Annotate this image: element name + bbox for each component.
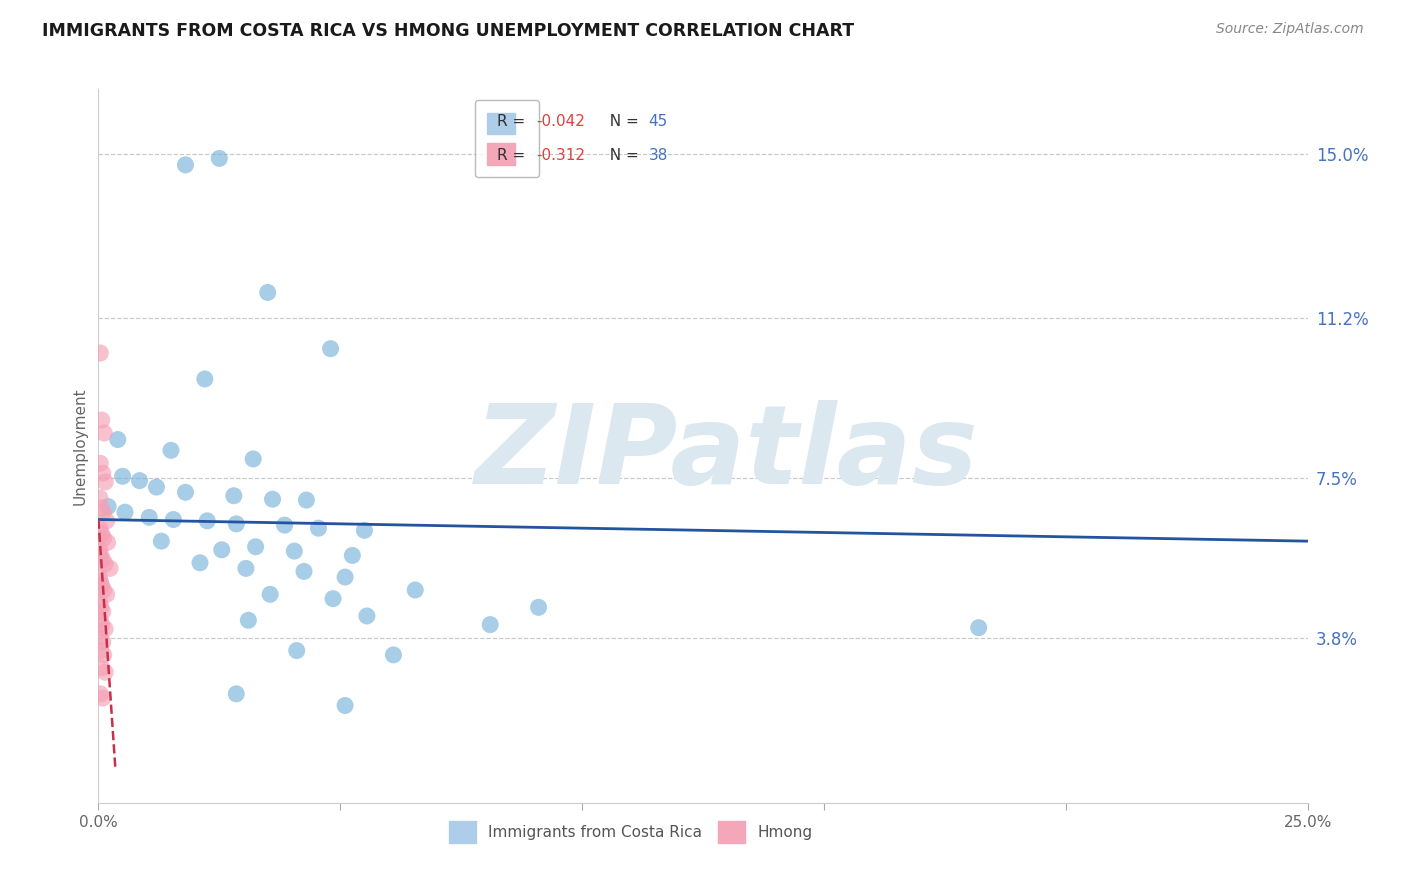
Point xyxy=(162,512,184,526)
Point xyxy=(98,561,121,575)
Point xyxy=(93,425,115,440)
Point xyxy=(211,542,233,557)
Point xyxy=(967,621,990,635)
Text: N =: N = xyxy=(600,148,644,162)
Point xyxy=(89,542,111,557)
Point xyxy=(89,631,111,645)
Point xyxy=(93,582,115,597)
Point xyxy=(89,687,111,701)
Point xyxy=(91,467,114,481)
Text: 38: 38 xyxy=(648,148,668,162)
Point xyxy=(145,480,167,494)
Point xyxy=(382,648,405,662)
Point xyxy=(89,613,111,627)
Point xyxy=(111,469,134,483)
Point xyxy=(285,643,308,657)
Point xyxy=(194,372,217,386)
Point xyxy=(245,540,267,554)
Point xyxy=(91,691,114,706)
Point xyxy=(90,579,112,593)
Point xyxy=(96,514,118,528)
Point xyxy=(225,687,247,701)
Point xyxy=(225,516,247,531)
Point xyxy=(222,489,245,503)
Point xyxy=(89,521,111,535)
Point xyxy=(128,474,150,488)
Point xyxy=(208,152,231,166)
Text: -0.042: -0.042 xyxy=(536,114,585,129)
Point xyxy=(292,565,315,579)
Point xyxy=(283,544,305,558)
Point xyxy=(333,570,356,584)
Point xyxy=(242,452,264,467)
Point xyxy=(342,549,364,563)
Point xyxy=(174,485,197,500)
Point xyxy=(94,557,117,571)
Point xyxy=(238,613,260,627)
Point xyxy=(138,510,160,524)
Point xyxy=(404,582,426,597)
Point xyxy=(89,574,111,589)
Point xyxy=(93,531,115,545)
Point xyxy=(107,433,129,447)
Text: 45: 45 xyxy=(648,114,668,129)
Point xyxy=(93,648,115,662)
Point xyxy=(91,605,114,619)
Point xyxy=(90,549,112,563)
Point xyxy=(262,492,284,507)
Point xyxy=(188,556,211,570)
Y-axis label: Unemployment: Unemployment xyxy=(72,387,87,505)
Text: IMMIGRANTS FROM COSTA RICA VS HMONG UNEMPLOYMENT CORRELATION CHART: IMMIGRANTS FROM COSTA RICA VS HMONG UNEM… xyxy=(42,22,855,40)
Point xyxy=(150,534,173,549)
Point xyxy=(295,493,318,508)
Point xyxy=(273,518,295,533)
Point xyxy=(356,609,378,624)
Text: R =: R = xyxy=(498,148,530,162)
Point xyxy=(90,661,112,675)
Text: N =: N = xyxy=(600,114,644,129)
Point xyxy=(479,617,502,632)
Point xyxy=(114,505,136,519)
Point xyxy=(90,413,112,427)
Point xyxy=(91,505,114,519)
Text: R =: R = xyxy=(498,114,530,129)
Point xyxy=(97,500,120,514)
Point xyxy=(195,514,218,528)
Point xyxy=(89,596,111,610)
Point xyxy=(353,524,375,538)
Point xyxy=(90,526,112,541)
Point xyxy=(160,443,183,458)
Point xyxy=(259,587,281,601)
Point xyxy=(91,553,114,567)
Point xyxy=(308,521,330,535)
Point xyxy=(89,456,111,470)
Point xyxy=(90,643,112,657)
Point xyxy=(89,491,111,505)
Point xyxy=(94,665,117,680)
Point xyxy=(333,698,356,713)
Point xyxy=(94,475,117,489)
Point xyxy=(174,158,197,172)
Point xyxy=(96,587,118,601)
Point xyxy=(89,346,111,360)
Text: ZIPatlas: ZIPatlas xyxy=(475,400,979,507)
Point xyxy=(90,617,112,632)
Point xyxy=(256,285,278,300)
Text: -0.312: -0.312 xyxy=(536,148,585,162)
Point xyxy=(90,500,112,515)
Point xyxy=(94,622,117,636)
Point xyxy=(91,635,114,649)
Legend: Immigrants from Costa Rica, Hmong: Immigrants from Costa Rica, Hmong xyxy=(443,814,818,848)
Point xyxy=(97,535,120,549)
Point xyxy=(235,561,257,575)
Point xyxy=(90,600,112,615)
Point xyxy=(89,570,111,584)
Point xyxy=(322,591,344,606)
Point xyxy=(527,600,550,615)
Text: Source: ZipAtlas.com: Source: ZipAtlas.com xyxy=(1216,22,1364,37)
Point xyxy=(319,342,342,356)
